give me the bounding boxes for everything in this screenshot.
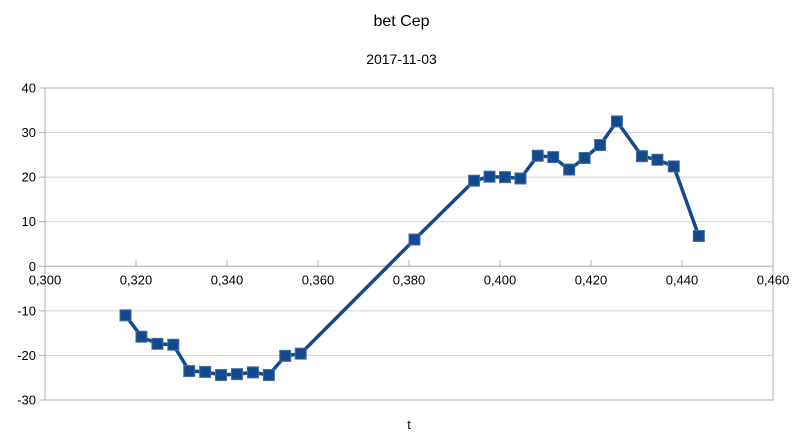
y-axis-tick-label: -10 — [17, 303, 36, 318]
chart-subtitle: 2017-11-03 — [366, 51, 437, 67]
data-point-marker — [563, 163, 576, 176]
data-point-marker — [667, 160, 680, 173]
plot-border — [44, 87, 774, 401]
data-point-marker — [183, 365, 196, 378]
data-point-marker — [483, 170, 496, 183]
y-axis-tick-label: 0 — [29, 259, 36, 274]
data-point-marker — [262, 369, 275, 382]
data-point-marker — [199, 365, 212, 378]
data-point-marker — [167, 338, 180, 351]
data-point-marker — [635, 150, 648, 163]
x-axis-tick-label: 0,360 — [302, 272, 335, 287]
data-point-marker — [294, 347, 307, 360]
y-axis-tick-label: 40 — [22, 81, 36, 96]
x-axis-tick-label: 0,460 — [757, 272, 790, 287]
data-point-marker — [547, 151, 560, 164]
x-axis-tick-label: 0,440 — [666, 272, 699, 287]
data-point-marker — [408, 233, 421, 246]
data-point-marker — [231, 368, 244, 381]
data-series-line — [123, 119, 701, 377]
y-axis-tick-label: 20 — [22, 170, 36, 185]
x-axis-tick-label: 0,380 — [393, 272, 426, 287]
x-axis-tick-label: 0,340 — [211, 272, 244, 287]
data-point-marker — [610, 115, 623, 128]
data-point-marker — [651, 153, 664, 166]
y-axis-tick-label: 30 — [22, 125, 36, 140]
data-point-marker — [578, 151, 591, 164]
data-point-marker — [692, 229, 705, 242]
data-point-marker — [468, 174, 481, 187]
x-axis-tick-label: 0,420 — [575, 272, 608, 287]
data-point-marker — [119, 309, 132, 322]
data-point-marker — [531, 149, 544, 162]
data-point-marker — [246, 366, 259, 379]
y-axis-tick-label: -30 — [17, 393, 36, 408]
data-point-marker — [279, 349, 292, 362]
data-point-marker — [499, 171, 512, 184]
chart-title: bet Cep — [373, 13, 430, 30]
data-point-marker — [594, 139, 607, 152]
data-point-marker — [135, 330, 148, 343]
data-point-marker — [151, 337, 164, 350]
x-axis-title: t — [407, 417, 411, 432]
x-axis-tick-label: 0,300 — [29, 272, 62, 287]
x-axis-tick-label: 0,400 — [484, 272, 517, 287]
x-axis-tick-label: 0,320 — [120, 272, 153, 287]
y-axis-tick-label: -20 — [17, 348, 36, 363]
y-axis-tick-label: 10 — [22, 214, 36, 229]
data-point-marker — [514, 172, 527, 185]
data-point-marker — [215, 369, 228, 382]
